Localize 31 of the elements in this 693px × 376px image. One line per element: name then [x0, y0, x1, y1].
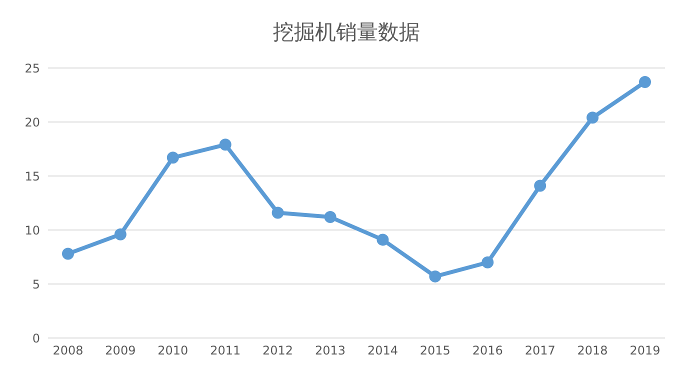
- point: [482, 256, 494, 268]
- x-tick-label: 2014: [367, 344, 398, 358]
- x-tick-label: 2010: [158, 344, 188, 358]
- x-tick-label: 2011: [210, 344, 241, 358]
- x-tick-label: 2016: [472, 344, 503, 358]
- point: [62, 248, 74, 260]
- point: [586, 112, 599, 124]
- point: [219, 138, 232, 151]
- x-tick-label: 2009: [105, 344, 136, 358]
- point: [534, 180, 546, 192]
- y-tick-label: 15: [24, 169, 40, 184]
- x-tick-label: 2008: [52, 344, 84, 358]
- y-tick-label: 20: [24, 115, 40, 130]
- y-tick-label: 0: [32, 331, 40, 346]
- point: [272, 206, 284, 219]
- y-tick-label: 10: [24, 223, 40, 238]
- point: [639, 76, 651, 88]
- x-tick-label: 2018: [577, 344, 608, 358]
- x-tick-label: 2015: [420, 344, 450, 358]
- point: [166, 152, 179, 164]
- point: [114, 228, 126, 240]
- y-tick-label: 25: [24, 61, 40, 76]
- x-tick-label: 2019: [630, 344, 660, 358]
- x-tick-label: 2017: [524, 344, 556, 358]
- chart-title: 挖掘机销量数据: [272, 19, 421, 46]
- x-tick-label: 2012: [262, 344, 294, 358]
- y-tick-label: 5: [32, 277, 40, 292]
- point: [324, 211, 336, 224]
- point: [429, 270, 442, 282]
- x-tick-label: 2013: [315, 344, 346, 358]
- point: [376, 234, 389, 246]
